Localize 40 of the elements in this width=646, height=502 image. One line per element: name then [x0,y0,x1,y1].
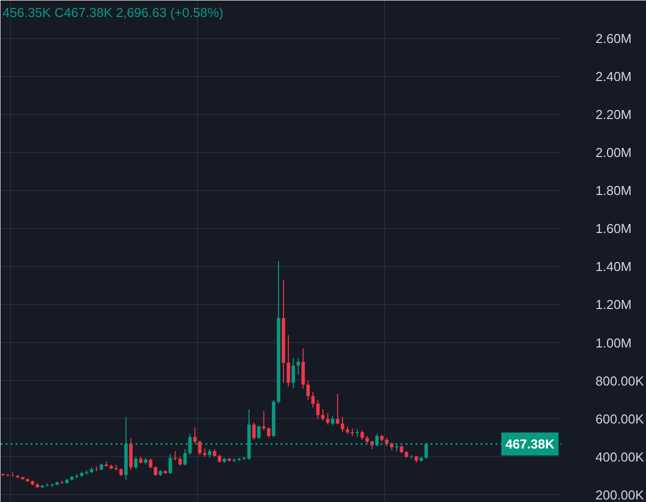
candlestick [252,422,256,440]
candlestick [330,415,334,426]
y-tick-label: 200.00K [596,487,644,502]
y-tick-label: 2.40M [596,69,632,84]
candlestick [321,408,325,422]
y-tick-label: 400.00K [596,449,644,464]
y-tick-label: 2.00M [596,145,632,160]
candlestick [148,458,152,469]
candlestick [410,454,414,460]
candlestick [326,412,330,426]
candlestick [198,440,202,456]
y-tick-label: 800.00K [596,373,644,388]
candlestick [168,454,172,474]
y-tick-label: 1.20M [596,297,632,312]
candlestick [134,456,138,470]
candlestick [360,430,364,440]
y-tick-label: 1.00M [596,335,632,350]
candlestick [173,450,177,462]
candlestick [296,357,300,376]
annotation: 456.35K C467.38K 2,696.63 (+0.58%) [2,5,224,20]
y-tick-label: 1.40M [596,259,632,274]
candlestick [340,416,344,433]
candlestick [301,348,305,389]
candlestick [129,437,133,471]
candlestick [193,426,197,444]
candlestick [257,424,261,440]
y-tick-label: 600.00K [596,411,644,426]
candlestick [306,380,310,400]
candlestick [262,410,266,431]
candlestick [292,357,296,389]
candlestick [316,399,320,420]
y-tick-label: 1.80M [596,183,632,198]
candlestick [266,426,270,438]
candlestick [286,334,290,388]
y-tick-label: 2.60M [596,31,632,46]
y-tick-label: 2.20M [596,107,632,122]
candlestick [183,448,187,466]
ref-line-label: 467.38K [505,436,556,452]
y-tick-label: 1.60M [596,221,632,236]
candlestick [336,394,340,426]
